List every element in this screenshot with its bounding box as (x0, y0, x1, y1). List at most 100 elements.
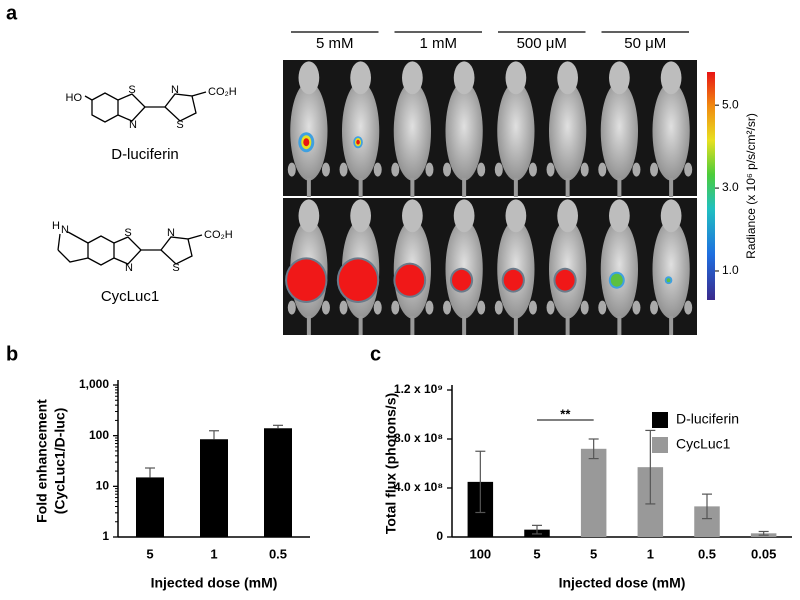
mouse-leg (391, 162, 400, 177)
atom: HO (66, 92, 83, 104)
y-tick-label: 0 (436, 529, 443, 543)
x-tick-label: 1 (647, 546, 654, 561)
bar (264, 428, 292, 537)
mouse-tail (565, 315, 570, 335)
y-tick-label: 100 (89, 428, 109, 442)
mouse-body (600, 81, 639, 181)
signal (395, 264, 425, 296)
mouse-tail (410, 315, 415, 335)
panel-label: c (370, 343, 381, 365)
mouse-tail (513, 315, 518, 335)
mouse-head (402, 61, 423, 95)
mouse-leg (477, 300, 486, 315)
structure-cycluc1 (57, 231, 203, 266)
mouse-leg (443, 162, 452, 177)
y-tick-label: 10 (96, 479, 110, 493)
legend-label: D-luciferin (676, 411, 739, 427)
mouse-head (609, 61, 630, 95)
atom: N (167, 227, 175, 239)
atom: N (171, 84, 179, 96)
colorbar-label: Radiance (x 10⁶ p/s/cm²/sr) (744, 113, 758, 259)
atom: S (176, 119, 183, 131)
atom: N (125, 262, 133, 274)
mouse-leg (546, 162, 555, 177)
atom: CO₂H (204, 229, 233, 241)
mouse-leg (494, 300, 503, 315)
mouse-leg (477, 162, 486, 177)
mouse-head (350, 199, 371, 233)
mouse-leg (443, 300, 452, 315)
mouse-tail (306, 177, 311, 197)
mouse-tail (358, 177, 363, 197)
legend-swatch (652, 437, 668, 453)
y-tick-label: 1.2 x 10⁹ (394, 382, 443, 396)
atom: N (61, 224, 69, 236)
y-tick-label: 1 (102, 529, 109, 543)
x-tick-label: 5 (146, 546, 153, 561)
mouse-leg (650, 162, 659, 177)
mouse-body (652, 81, 690, 181)
signal (451, 269, 472, 291)
legend-swatch (652, 412, 668, 428)
mouse-body (548, 81, 587, 181)
mouse-leg (580, 300, 589, 315)
mouse-head (660, 199, 682, 233)
signal (555, 269, 575, 291)
signal (356, 139, 360, 145)
mouse-head (660, 61, 682, 95)
atom: H (52, 220, 60, 232)
atom: N (129, 119, 137, 131)
x-tick-label: 0.5 (698, 546, 716, 561)
mouse-leg (598, 300, 607, 315)
mouse-leg (373, 162, 382, 177)
atom: S (124, 227, 131, 239)
colorbar-tick-label: 1.0 (722, 263, 739, 277)
mouse-tail (617, 315, 622, 335)
mouse-tail (462, 315, 467, 335)
mouse-leg (425, 162, 434, 177)
atom: S (172, 262, 179, 274)
mouse-leg (373, 300, 382, 315)
dose-label: 50 μM (624, 35, 666, 52)
mouse-tail (306, 315, 311, 335)
mouse-leg (287, 300, 296, 315)
mouse-body (341, 81, 380, 181)
bar (580, 448, 607, 537)
colorbar-tick-label: 5.0 (722, 97, 739, 111)
mouse-leg (321, 300, 330, 315)
x-tick-label: 100 (469, 546, 491, 561)
mouse-body (600, 219, 639, 319)
mouse-body (497, 81, 535, 181)
x-tick-label: 5 (590, 546, 597, 561)
mouse-head (298, 61, 320, 95)
mouse-head (298, 199, 320, 233)
mouse-head (453, 199, 475, 233)
mouse-leg (598, 162, 607, 177)
signal (503, 269, 523, 291)
y-axis-label: Total flux (photons/s) (383, 393, 399, 534)
mouse-leg (684, 300, 693, 315)
mouse-leg (339, 162, 348, 177)
compound-name: CycLuc1 (101, 288, 159, 305)
mouse-body (445, 81, 483, 181)
atom: CO₂H (208, 86, 237, 98)
x-tick-label: 0.05 (751, 546, 776, 561)
mouse-tail (617, 177, 622, 197)
mouse-tail (513, 177, 518, 197)
bar (136, 477, 164, 537)
mouse-tail (462, 177, 467, 197)
mouse-body (290, 81, 328, 181)
colorbar-tick-label: 3.0 (722, 180, 739, 194)
mouse-leg (391, 300, 400, 315)
mouse-head (609, 199, 630, 233)
mouse-leg (632, 162, 641, 177)
compound-name: D-luciferin (111, 146, 179, 163)
y-axis-label: (CycLuc1/D-luc) (52, 408, 68, 515)
y-axis-label: Fold enhancement (34, 399, 50, 523)
mouse-leg (650, 300, 659, 315)
mouse-leg (632, 300, 641, 315)
mouse-head (505, 61, 527, 95)
x-axis-label: Injected dose (mM) (559, 575, 686, 591)
colorbar (707, 72, 715, 300)
